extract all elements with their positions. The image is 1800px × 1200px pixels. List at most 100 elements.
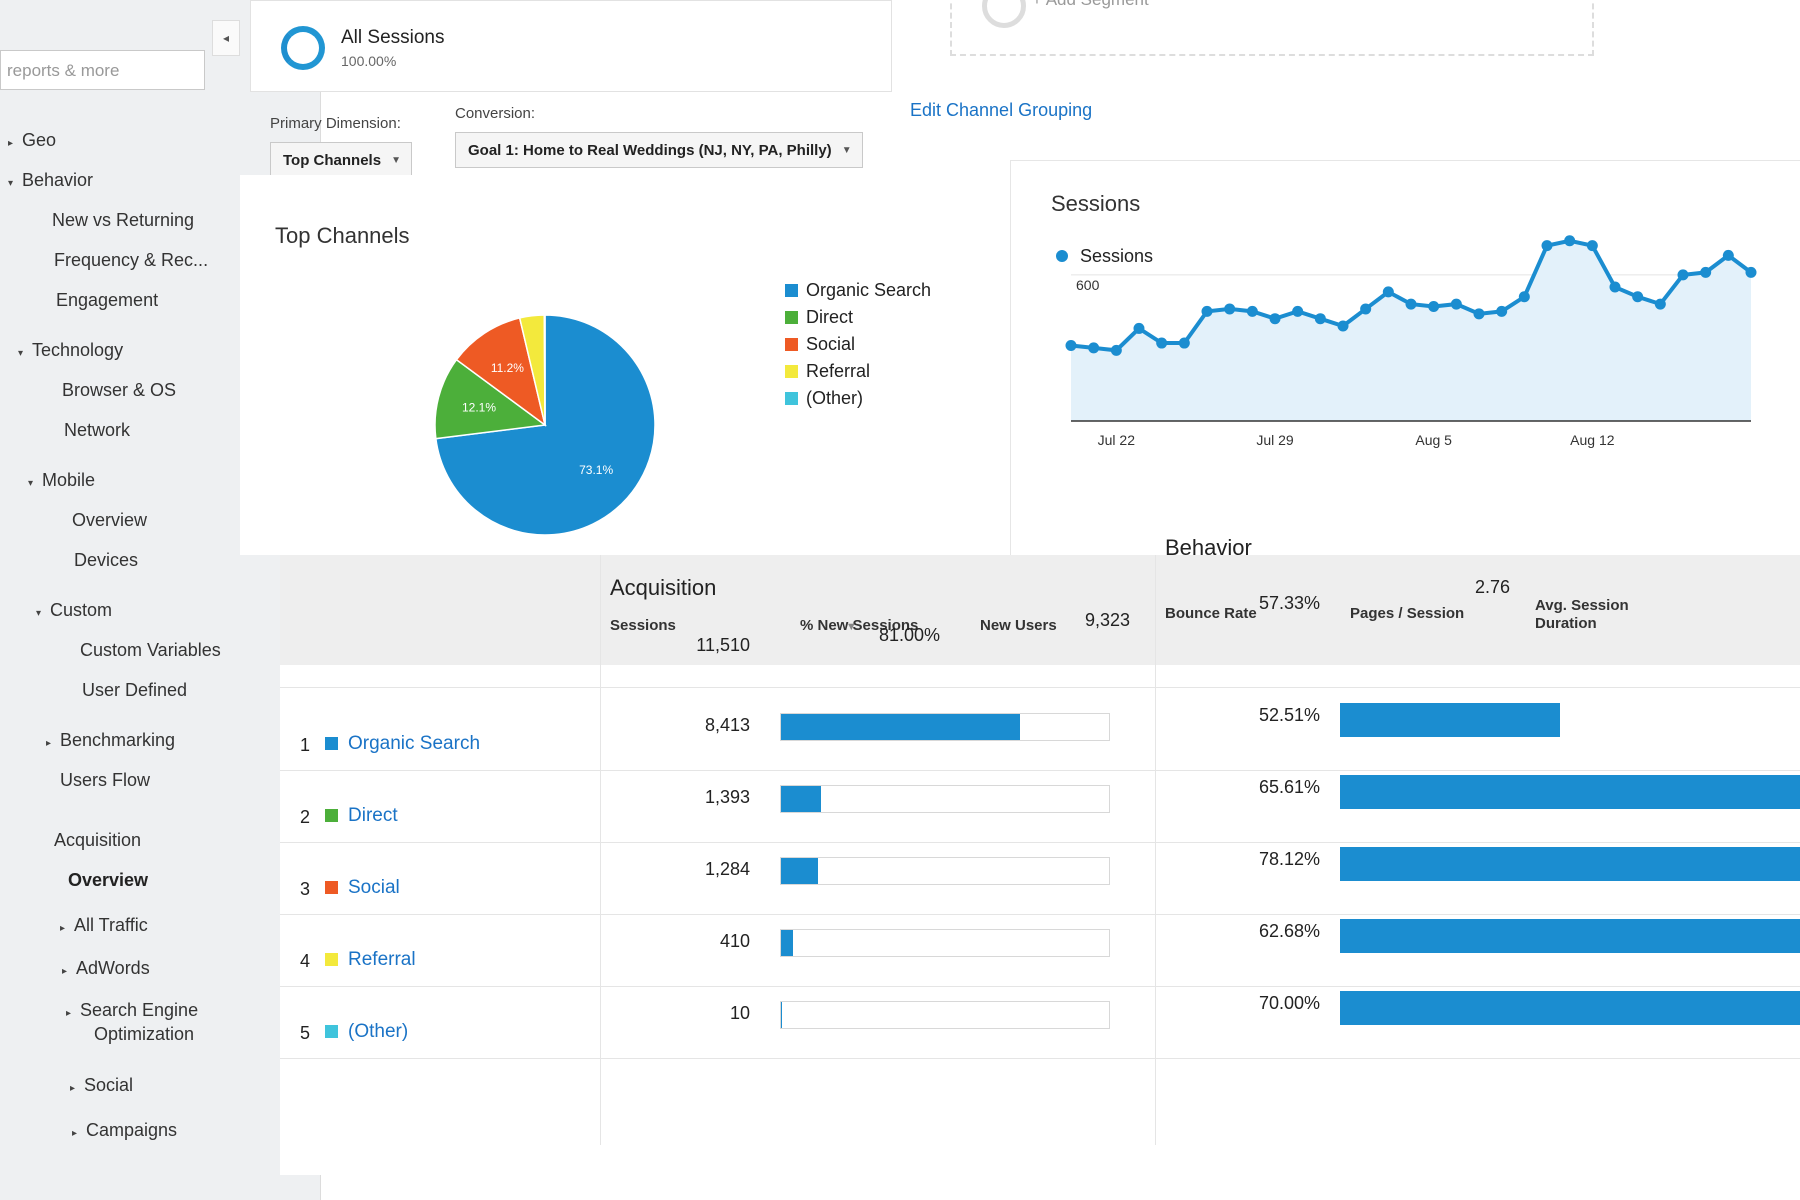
pages-session-column-header[interactable]: Pages / Session: [1350, 605, 1464, 622]
channel-link-organicsearch[interactable]: Organic Search: [325, 733, 480, 755]
new-users-column-header[interactable]: New Users: [980, 617, 1057, 634]
sidebar-item-benchmarking[interactable]: ▸ Benchmarking: [46, 730, 175, 751]
sidebar-item-browser-os[interactable]: Browser & OS: [48, 380, 176, 401]
add-segment-ring-icon: [982, 0, 1026, 28]
sessions-point[interactable]: [1564, 235, 1576, 247]
sessions-point[interactable]: [1609, 281, 1621, 293]
sessions-point[interactable]: [1201, 305, 1213, 317]
sidebar-item-devices[interactable]: Devices: [60, 550, 138, 571]
sessions-point[interactable]: [1337, 320, 1349, 332]
segment-card[interactable]: All Sessions 100.00%: [250, 0, 892, 92]
sessions-point[interactable]: [1292, 305, 1304, 317]
sessions-point[interactable]: [1541, 240, 1553, 252]
sidebar-item-network[interactable]: Network: [50, 420, 130, 441]
sessions-point[interactable]: [1382, 286, 1394, 298]
sessions-point[interactable]: [1632, 291, 1644, 303]
sidebar-item-behavior[interactable]: ▾ Behavior: [8, 170, 93, 191]
conversion-select[interactable]: Goal 1: Home to Real Weddings (NJ, NY, P…: [455, 132, 863, 168]
sidebar-item-search-engine[interactable]: ▸ Search Engine: [66, 1000, 198, 1021]
sidebar-item-new-vs-returning[interactable]: New vs Returning: [38, 210, 194, 231]
sessions-share-bar: [780, 857, 1110, 885]
channel-link-direct[interactable]: Direct: [325, 805, 398, 827]
sessions-point[interactable]: [1360, 303, 1372, 315]
sidebar-item-label: Engagement: [56, 290, 159, 310]
legend-item: (Other): [785, 388, 931, 415]
legend-label: Organic Search: [806, 280, 932, 300]
sidebar-item-custom[interactable]: ▾ Custom: [36, 600, 112, 621]
primary-dimension-label: Primary Dimension:: [270, 115, 401, 132]
total-pct-new-sessions: 81.00%: [878, 625, 940, 645]
pages-session-bar: [1340, 847, 1800, 881]
sessions-point[interactable]: [1246, 305, 1258, 317]
sessions-value: 410: [719, 931, 750, 951]
sessions-point[interactable]: [1700, 266, 1712, 278]
y-tick-label: 600: [1076, 277, 1100, 293]
primary-dimension-select[interactable]: Top Channels ▼: [270, 142, 413, 178]
sessions-point[interactable]: [1065, 339, 1077, 351]
sessions-point[interactable]: [1450, 298, 1462, 310]
sessions-point[interactable]: [1110, 344, 1122, 356]
sidebar-item-optimization[interactable]: Optimization: [80, 1024, 194, 1045]
sidebar-item-adwords[interactable]: ▸ AdWords: [62, 958, 150, 979]
top-channels-legend: Organic Search Direct Social Referral (Other…: [785, 280, 931, 415]
sessions-point[interactable]: [1405, 298, 1417, 310]
row-divider: [280, 986, 1800, 987]
pages-session-bar: [1340, 991, 1800, 1025]
sessions-column-header[interactable]: Sessions ▼: [610, 617, 857, 634]
sidebar-item-engagement[interactable]: Engagement: [42, 290, 158, 311]
sessions-point[interactable]: [1224, 303, 1236, 315]
sessions-point[interactable]: [1586, 240, 1598, 252]
sessions-point[interactable]: [1269, 313, 1281, 325]
sessions-point[interactable]: [1654, 298, 1666, 310]
pie-slice-other[interactable]: [543, 314, 546, 426]
edit-channel-grouping-link[interactable]: Edit Channel Grouping: [910, 100, 1093, 120]
sidebar-item-overview[interactable]: Overview: [58, 510, 147, 531]
sessions-point[interactable]: [1677, 269, 1689, 281]
sidebar-item-label: All Traffic: [74, 915, 148, 935]
sessions-point[interactable]: [1178, 337, 1190, 349]
sidebar-item-users-flow[interactable]: Users Flow: [46, 770, 150, 791]
primary-dimension-value: Top Channels: [283, 152, 382, 169]
channel-link-other[interactable]: (Other): [325, 1021, 408, 1043]
row-number: 5: [300, 1023, 311, 1043]
bounce-rate-value: 78.12%: [1258, 849, 1320, 869]
sidebar-item-overview[interactable]: Overview: [54, 870, 148, 891]
sidebar-item-label: Mobile: [42, 470, 96, 490]
sidebar-item-acquisition[interactable]: Acquisition: [40, 830, 141, 851]
sidebar-item-social[interactable]: ▸ Social: [70, 1075, 133, 1096]
avg-session-duration-column-header[interactable]: Avg. Session Duration: [1535, 597, 1629, 633]
add-segment-button[interactable]: + Add Segment: [950, 0, 1594, 56]
sessions-point[interactable]: [1518, 291, 1530, 303]
sidebar-item-mobile[interactable]: ▾ Mobile: [28, 470, 95, 491]
pct-new-sessions-column-header[interactable]: % New Sessions: [800, 617, 918, 634]
channel-link-social[interactable]: Social: [325, 877, 400, 899]
sessions-point[interactable]: [1722, 249, 1734, 261]
main-content: All Sessions 100.00% + Add Segment Prima…: [240, 0, 1800, 1200]
legend-item: Social: [785, 334, 931, 361]
sessions-point[interactable]: [1496, 305, 1508, 317]
sessions-point[interactable]: [1088, 342, 1100, 354]
sessions-point[interactable]: [1133, 322, 1145, 334]
sessions-point[interactable]: [1473, 308, 1485, 320]
sidebar-item-campaigns[interactable]: ▸ Campaigns: [72, 1120, 177, 1141]
top-channels-title: Top Channels: [275, 223, 410, 248]
sessions-point[interactable]: [1745, 266, 1757, 278]
sidebar-item-custom-variables[interactable]: Custom Variables: [66, 640, 221, 661]
channel-link-referral[interactable]: Referral: [325, 949, 416, 971]
sidebar-item-geo[interactable]: ▸ Geo: [8, 130, 56, 151]
sidebar-item-frequency-rec[interactable]: Frequency & Rec...: [40, 250, 208, 271]
pie-slice-social[interactable]: [455, 317, 547, 427]
pie-slice-direct[interactable]: [434, 358, 547, 440]
collapse-sidebar-button[interactable]: ◂: [212, 20, 240, 56]
sessions-point[interactable]: [1428, 301, 1440, 313]
search-input[interactable]: reports & more: [0, 50, 205, 90]
sessions-point[interactable]: [1156, 337, 1168, 349]
sessions-point[interactable]: [1314, 313, 1326, 325]
sidebar-item-user-defined[interactable]: User Defined: [68, 680, 187, 701]
sessions-legend: Sessions: [1056, 246, 1153, 267]
bounce-rate-column-header[interactable]: Bounce Rate: [1165, 605, 1257, 622]
sidebar-item-all-traffic[interactable]: ▸ All Traffic: [60, 915, 148, 936]
bounce-rate-header-label: Bounce Rate: [1165, 605, 1257, 622]
sidebar-item-technology[interactable]: ▾ Technology: [18, 340, 123, 361]
channels-table: Acquisition Behavior Sessions ▼ % New Ses…: [280, 535, 1800, 1175]
